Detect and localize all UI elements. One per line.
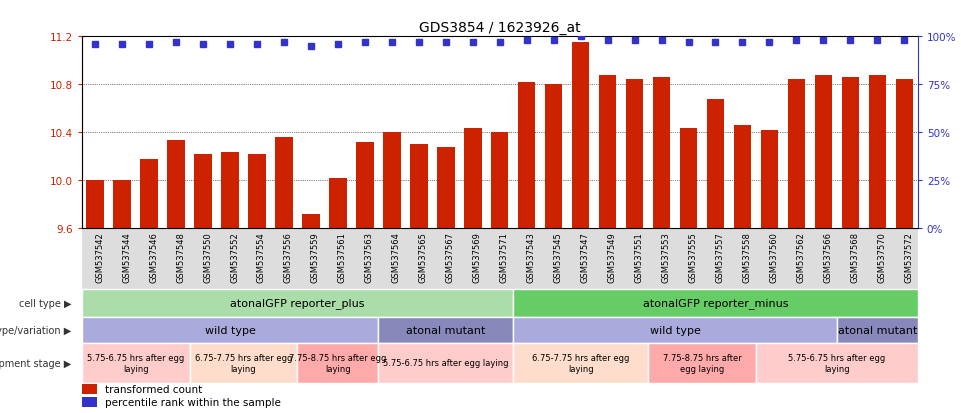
Text: 5.75-6.75 hrs after egg
laying: 5.75-6.75 hrs after egg laying <box>87 353 185 373</box>
Bar <box>869 76 886 229</box>
Bar <box>437 147 455 229</box>
Text: GSM537566: GSM537566 <box>824 232 832 283</box>
Text: GSM537567: GSM537567 <box>446 232 455 283</box>
Bar <box>113 181 131 229</box>
Bar <box>82 384 97 394</box>
Bar <box>275 138 293 229</box>
Text: GSM537558: GSM537558 <box>743 232 752 282</box>
Text: GSM537562: GSM537562 <box>797 232 805 282</box>
Text: GSM537556: GSM537556 <box>283 232 293 282</box>
Text: atonalGFP reporter_minus: atonalGFP reporter_minus <box>643 298 788 309</box>
Bar <box>653 78 671 229</box>
Bar <box>706 100 725 229</box>
Bar <box>82 343 189 382</box>
Text: GSM537572: GSM537572 <box>904 232 913 282</box>
Text: GSM537563: GSM537563 <box>365 232 374 283</box>
Bar <box>82 317 379 343</box>
Text: wild type: wild type <box>650 325 701 335</box>
Bar <box>648 343 756 382</box>
Bar <box>379 317 513 343</box>
Bar <box>86 181 104 229</box>
Text: 5.75-6.75 hrs after egg laying: 5.75-6.75 hrs after egg laying <box>383 358 508 368</box>
Bar <box>248 154 266 229</box>
Text: GSM537550: GSM537550 <box>203 232 212 282</box>
Text: development stage ▶: development stage ▶ <box>0 358 72 368</box>
Bar <box>302 214 320 229</box>
Text: atonal mutant: atonal mutant <box>407 325 485 335</box>
Text: GSM537544: GSM537544 <box>122 232 131 282</box>
Bar <box>82 290 513 317</box>
Text: GSM537552: GSM537552 <box>230 232 239 282</box>
Bar <box>815 76 832 229</box>
Text: GSM537565: GSM537565 <box>419 232 428 282</box>
Text: GSM537557: GSM537557 <box>716 232 725 282</box>
Text: GDS3854 / 1623926_at: GDS3854 / 1623926_at <box>419 21 580 35</box>
Text: GSM537569: GSM537569 <box>473 232 481 282</box>
Text: GSM537543: GSM537543 <box>527 232 535 282</box>
Bar <box>756 343 918 382</box>
Text: GSM537555: GSM537555 <box>688 232 698 282</box>
Text: genotype/variation ▶: genotype/variation ▶ <box>0 325 72 335</box>
Bar <box>357 142 374 229</box>
Bar <box>733 126 752 229</box>
Text: GSM537568: GSM537568 <box>850 232 859 283</box>
Text: 6.75-7.75 hrs after egg
laying: 6.75-7.75 hrs after egg laying <box>532 353 629 373</box>
Bar <box>513 290 918 317</box>
Text: percentile rank within the sample: percentile rank within the sample <box>105 397 281 407</box>
Text: GSM537570: GSM537570 <box>877 232 886 282</box>
Text: GSM537564: GSM537564 <box>392 232 401 282</box>
Bar <box>379 343 513 382</box>
Text: atonal mutant: atonal mutant <box>838 325 917 335</box>
Text: GSM537571: GSM537571 <box>500 232 508 282</box>
Text: 5.75-6.75 hrs after egg
laying: 5.75-6.75 hrs after egg laying <box>788 353 885 373</box>
Text: 7.75-8.75 hrs after egg
laying: 7.75-8.75 hrs after egg laying <box>289 353 386 373</box>
Bar <box>329 178 347 229</box>
Text: 6.75-7.75 hrs after egg
laying: 6.75-7.75 hrs after egg laying <box>195 353 292 373</box>
Bar <box>298 343 379 382</box>
Bar <box>788 80 805 229</box>
Bar <box>761 131 778 229</box>
Text: 7.75-8.75 hrs after
egg laying: 7.75-8.75 hrs after egg laying <box>663 353 741 373</box>
Text: GSM537546: GSM537546 <box>149 232 159 282</box>
Bar <box>545 85 562 229</box>
Bar <box>513 343 648 382</box>
Text: GSM537551: GSM537551 <box>634 232 644 282</box>
Bar <box>383 133 401 229</box>
Bar <box>189 343 298 382</box>
Bar <box>221 152 238 229</box>
Bar <box>679 128 698 229</box>
Bar <box>842 78 859 229</box>
Bar <box>140 159 158 229</box>
Bar <box>82 397 97 407</box>
Text: GSM537549: GSM537549 <box>607 232 617 282</box>
Bar <box>837 317 918 343</box>
Bar <box>518 83 535 229</box>
Text: cell type ▶: cell type ▶ <box>19 298 72 308</box>
Bar <box>626 80 643 229</box>
Bar <box>491 133 508 229</box>
Text: GSM537561: GSM537561 <box>338 232 347 282</box>
Bar <box>572 43 589 229</box>
Bar <box>599 76 616 229</box>
Text: GSM537553: GSM537553 <box>661 232 671 282</box>
Bar <box>167 140 185 229</box>
Bar <box>464 128 481 229</box>
Text: transformed count: transformed count <box>105 384 203 394</box>
Text: GSM537554: GSM537554 <box>257 232 266 282</box>
Bar <box>410 145 428 229</box>
Text: GSM537560: GSM537560 <box>770 232 778 282</box>
Bar <box>896 80 913 229</box>
Text: GSM537547: GSM537547 <box>580 232 590 282</box>
Text: GSM537548: GSM537548 <box>176 232 185 282</box>
Text: GSM537542: GSM537542 <box>95 232 104 282</box>
Bar <box>513 317 837 343</box>
Text: GSM537545: GSM537545 <box>554 232 562 282</box>
Text: atonalGFP reporter_plus: atonalGFP reporter_plus <box>231 298 364 309</box>
Bar <box>194 154 211 229</box>
Text: wild type: wild type <box>205 325 256 335</box>
Text: GSM537559: GSM537559 <box>311 232 320 282</box>
